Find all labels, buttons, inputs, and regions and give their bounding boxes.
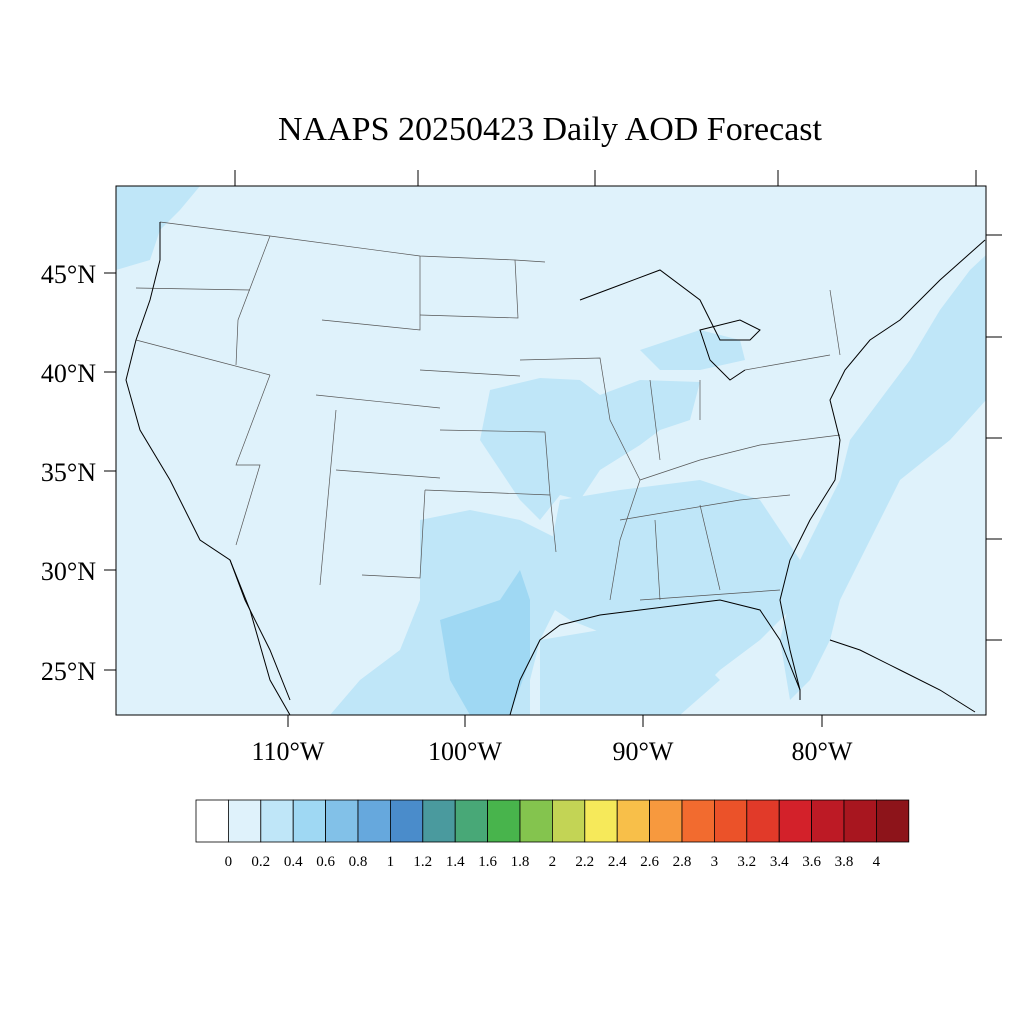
aod-patch-pacific-nw: [116, 186, 200, 270]
border-ohio-river: [639, 434, 841, 481]
colorbar-tick-label: 2: [549, 854, 557, 870]
map-frame: [115, 185, 987, 716]
border-pa-ny: [744, 354, 831, 371]
coastlines: [125, 222, 986, 715]
colorbar-swatch: [876, 799, 910, 843]
colorbar-tick-label: 3: [711, 854, 719, 870]
lat-label: 35°N: [41, 458, 96, 487]
colorbar-tick-label: 2.4: [608, 854, 627, 870]
colorbar-tick-label: 1: [387, 854, 395, 870]
colorbar-swatch: [616, 799, 651, 843]
coast-baja: [229, 559, 291, 701]
lat-label: 45°N: [41, 260, 96, 289]
border-ok-tx: [424, 489, 557, 553]
colorbar-tick-label: 4: [873, 854, 881, 870]
colorbar-swatch: [811, 799, 845, 843]
border-ga-fl: [639, 589, 781, 601]
colorbar-swatch: [487, 799, 521, 843]
border-or-ca-nv: [135, 339, 271, 376]
aod-patch-southeast: [540, 480, 800, 700]
colorbar-tick-label: 3.4: [770, 854, 789, 870]
colorbar-tick-label: 2.2: [575, 854, 594, 870]
colorbar-tick-label: 3.8: [835, 854, 854, 870]
colorbar-tick-label: 1.2: [413, 854, 432, 870]
aod-patch-central-plains: [480, 378, 700, 520]
colorbar-tick-label: 1.8: [511, 854, 530, 870]
border-in-oh: [649, 379, 661, 461]
colorbar-tick-label: 3.2: [737, 854, 756, 870]
coast-gulf: [509, 599, 801, 715]
colorbar-tick-label: 0.6: [316, 854, 335, 870]
border-mt-wy: [321, 256, 421, 331]
colorbar-swatch: [649, 799, 683, 843]
lat-label: 30°N: [41, 557, 96, 586]
colorbar-swatch: [778, 799, 813, 843]
border-mississippi: [519, 357, 641, 601]
colorbar-swatch: [746, 799, 780, 843]
border-wa-or: [135, 287, 251, 291]
coast-great-lakes: [579, 269, 761, 381]
colorbar-swatch: [422, 799, 456, 843]
colorbar-swatch: [292, 799, 327, 843]
colorbar-tick-label: 1.6: [478, 854, 497, 870]
colorbar-swatch: [227, 799, 262, 843]
border-ny-vt: [829, 289, 841, 356]
longitude-labels: 110°W 100°W 90°W 80°W: [252, 737, 853, 766]
lon-label: 110°W: [252, 737, 325, 766]
colorbar-swatch: [454, 799, 489, 843]
coast-east: [779, 239, 986, 691]
lon-label: 80°W: [792, 737, 853, 766]
border-wy-co: [315, 394, 441, 409]
border-nm-az: [319, 409, 337, 586]
border-ks-ok: [439, 429, 551, 496]
colorbar-swatch: [325, 799, 359, 843]
colorbar-swatch: [552, 799, 586, 843]
state-borders: [135, 221, 841, 601]
aod-patch-great-lakes: [640, 330, 745, 370]
colorbar-swatch: [681, 799, 715, 843]
aod-patch-south-texas: [440, 570, 530, 715]
colorbar-tick-label: 2.8: [673, 854, 692, 870]
lon-label: 100°W: [428, 737, 502, 766]
border-tx-nm: [361, 489, 426, 579]
aod-patch-atlantic: [780, 255, 986, 700]
border-sd-ne: [419, 369, 521, 377]
aod-field-0-6: [440, 570, 530, 715]
border-tn-south: [619, 494, 791, 521]
border-ms-al: [654, 519, 661, 601]
colorbar-legend: 0 0.2 0.4 0.6 0.8 1 1.2 1.4 1.6 1.8 2 2.2 2.4 2.6 2.8 3…: [195, 799, 910, 870]
colorbar-swatch: [195, 799, 229, 843]
map-panel: [116, 186, 986, 715]
coast-west: [125, 222, 291, 715]
axis-ticks: [104, 170, 1002, 727]
colorbar-swatch: [357, 799, 391, 843]
colorbar-swatch: [260, 799, 294, 843]
border-co-nm: [335, 469, 441, 479]
lon-label: 90°W: [613, 737, 674, 766]
aod-patch-gulf: [540, 630, 720, 715]
colorbar-swatch: [843, 799, 877, 843]
border-id-mt: [235, 235, 271, 366]
colorbar-tick-label: 0.4: [284, 854, 303, 870]
lat-label: 25°N: [41, 657, 96, 686]
colorbar-swatch: [519, 799, 553, 843]
border-dakotas: [419, 259, 519, 319]
lat-label: 40°N: [41, 359, 96, 388]
colorbar-tick-label: 2.6: [640, 854, 659, 870]
colorbar-tick-label: 0: [225, 854, 233, 870]
border-al-ga: [699, 504, 721, 591]
colorbar-swatch: [584, 799, 618, 843]
colorbar-tick-label: 1.4: [446, 854, 465, 870]
latitude-labels: 45°N 40°N 35°N 30°N 25°N: [41, 260, 96, 686]
coast-cuba: [829, 639, 976, 713]
colorbar-swatch: [389, 799, 424, 843]
map-title: NAAPS 20250423 Daily AOD Forecast: [278, 111, 822, 148]
colorbar-tick-label: 0.8: [349, 854, 368, 870]
colorbar-tick-label: 3.6: [802, 854, 821, 870]
border-az-ca-nv: [235, 374, 271, 546]
colorbar-tick-label: 0.2: [251, 854, 270, 870]
colorbar-swatch: [714, 799, 748, 843]
